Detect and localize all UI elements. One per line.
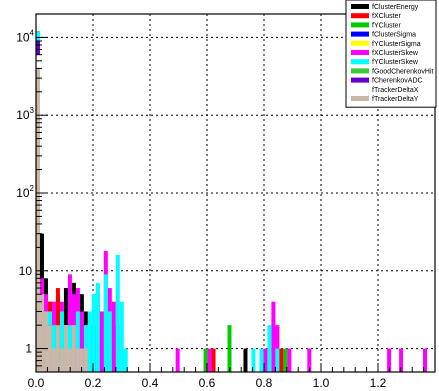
legend-label: fYClusterSigma <box>372 41 421 48</box>
y-tick-label: 103 <box>16 106 34 122</box>
legend-swatch <box>351 77 369 83</box>
y-tick-label: 1 <box>25 342 32 356</box>
x-tick-label: 0.2 <box>85 376 102 390</box>
bar <box>307 348 312 372</box>
bar <box>243 348 248 372</box>
bar <box>75 348 80 372</box>
legend-swatch <box>351 13 369 19</box>
bar <box>36 68 40 372</box>
x-tick-label: 0.6 <box>199 376 216 390</box>
bar <box>203 348 208 372</box>
bar <box>75 311 80 372</box>
series-fTrackerDeltaY <box>36 68 88 372</box>
bar <box>387 348 392 372</box>
bar <box>79 311 84 372</box>
legend-swatch <box>351 22 369 28</box>
bar <box>51 348 56 372</box>
legend-swatch <box>350 86 370 93</box>
bar <box>87 311 92 372</box>
bar <box>79 348 84 372</box>
legend-swatch <box>351 4 369 9</box>
legend-swatch <box>351 96 369 101</box>
bar <box>47 325 52 372</box>
axis-ticks: 0.0 0.2 0.4 0.6 0.8 1.0 1.2 1 10 102 103 104 <box>16 13 436 390</box>
bar <box>83 348 88 372</box>
bar <box>111 301 116 372</box>
bar <box>423 348 428 372</box>
legend-label: fTrackerDeltaX <box>372 87 419 94</box>
x-tick-label: 0.8 <box>256 376 273 390</box>
legend-swatch <box>351 31 369 37</box>
bar <box>259 348 264 372</box>
bar <box>119 301 124 372</box>
bar <box>123 348 128 372</box>
bar <box>63 325 68 372</box>
bar <box>287 348 292 372</box>
legend-label: fCherenkovADC <box>372 78 423 85</box>
legend-label: fXClusterSkew <box>372 50 419 57</box>
bar <box>267 325 272 372</box>
bar <box>67 274 72 372</box>
bar <box>207 348 212 372</box>
bar <box>275 348 280 372</box>
legend-label: fClusterSigma <box>372 32 416 39</box>
y-tick-label: 102 <box>16 184 34 200</box>
legend: fClusterEnergy fXCluster fYCluster fCluster… <box>345 0 437 108</box>
bar <box>263 348 268 372</box>
y-tick-label: 10 <box>19 264 33 278</box>
x-tick-label: 0.4 <box>142 376 159 390</box>
bar <box>59 348 64 372</box>
bar <box>43 311 48 372</box>
bar <box>91 294 96 372</box>
legend-label: fGoodCherenkovHit <box>372 68 434 75</box>
bar <box>279 348 284 372</box>
bar <box>211 348 216 372</box>
bar <box>271 301 276 372</box>
bar <box>59 311 64 372</box>
bar <box>55 325 60 372</box>
legend-label: fYCluster <box>372 22 401 29</box>
histogram-bars <box>36 31 428 373</box>
bar <box>107 311 112 372</box>
legend-label: fClusterEnergy <box>372 4 419 11</box>
legend-swatch <box>351 50 369 55</box>
legend-label: fTrackerDeltaY <box>372 96 419 103</box>
bar <box>71 325 76 372</box>
bar <box>103 274 108 372</box>
x-tick-label: 0.0 <box>28 376 45 390</box>
legend-swatch <box>351 40 369 46</box>
x-tick-label: 1.2 <box>370 376 387 390</box>
bar <box>399 348 404 372</box>
bar <box>227 325 232 372</box>
legend-label: fXCluster <box>372 13 401 20</box>
bar <box>39 294 44 372</box>
y-tick-label: 104 <box>16 28 34 44</box>
legend-swatch <box>351 68 369 74</box>
x-tick-label: 1.0 <box>313 376 330 390</box>
bar <box>175 348 180 372</box>
bar <box>67 348 72 372</box>
legend-swatch <box>351 59 369 65</box>
legend-label: fYClusterSkew <box>372 59 419 66</box>
bar <box>95 282 100 372</box>
bar <box>99 311 104 372</box>
bar <box>283 348 288 372</box>
bar <box>115 254 120 372</box>
bar <box>251 348 256 372</box>
